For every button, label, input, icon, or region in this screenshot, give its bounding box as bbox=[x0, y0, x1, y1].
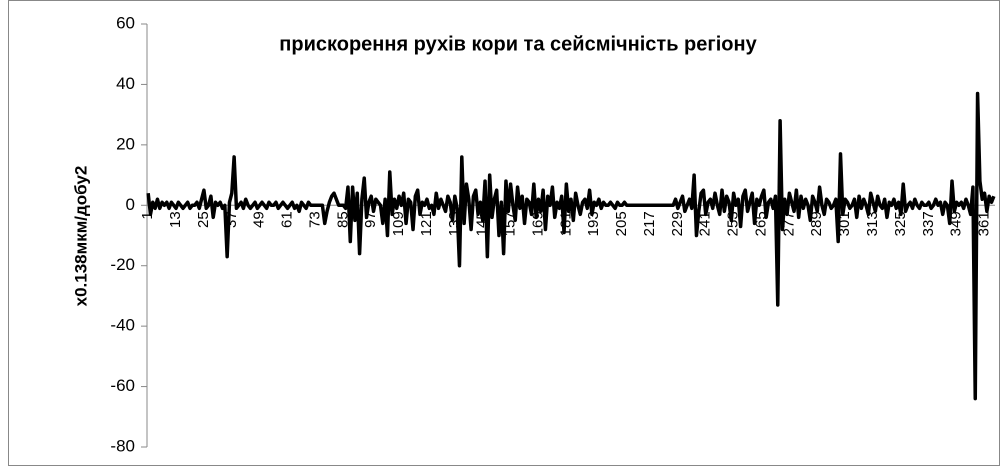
y-tick-label: 0 bbox=[126, 195, 135, 214]
x-tick-label: 49 bbox=[251, 211, 268, 228]
y-tick-label: -60 bbox=[110, 376, 135, 395]
x-tick-label: 169 bbox=[529, 211, 546, 236]
x-tick-label: 205 bbox=[613, 211, 630, 236]
x-tick-label: 229 bbox=[669, 211, 686, 236]
x-tick-label: 361 bbox=[976, 211, 993, 236]
x-tick-label: 253 bbox=[725, 211, 742, 236]
y-tick-label: -20 bbox=[110, 255, 135, 274]
y-tick-label: -40 bbox=[110, 316, 135, 335]
y-tick-label: 60 bbox=[116, 13, 135, 32]
x-tick-label: 241 bbox=[697, 211, 714, 236]
x-tick-label: 25 bbox=[195, 211, 212, 228]
x-tick-label: 1 bbox=[139, 211, 156, 219]
x-tick-label: 217 bbox=[641, 211, 658, 236]
data-line bbox=[146, 91, 996, 401]
x-tick-label: 337 bbox=[920, 211, 937, 236]
x-tick-label: 109 bbox=[390, 211, 407, 236]
x-tick-label: 289 bbox=[808, 211, 825, 236]
chart-title: прискорення рухів кори та сейсмічність р… bbox=[279, 33, 757, 55]
x-tick-label: 13 bbox=[167, 211, 184, 228]
x-tick-label: 313 bbox=[864, 211, 881, 236]
y-tick-label: 20 bbox=[116, 134, 135, 153]
x-tick-label: 121 bbox=[418, 211, 435, 236]
x-tick-label: 193 bbox=[585, 211, 602, 236]
y-tick-label: -80 bbox=[110, 436, 135, 455]
x-tick-label: 325 bbox=[892, 211, 909, 236]
x-tick-label: 61 bbox=[279, 211, 296, 228]
x-tick-label: 73 bbox=[306, 211, 323, 228]
x-tick-label: 349 bbox=[948, 211, 965, 236]
y-tick-label: 40 bbox=[116, 74, 135, 93]
x-tick-label: 85 bbox=[334, 211, 351, 228]
y-axis-label: x0.138мкм/добу2 bbox=[71, 166, 90, 307]
